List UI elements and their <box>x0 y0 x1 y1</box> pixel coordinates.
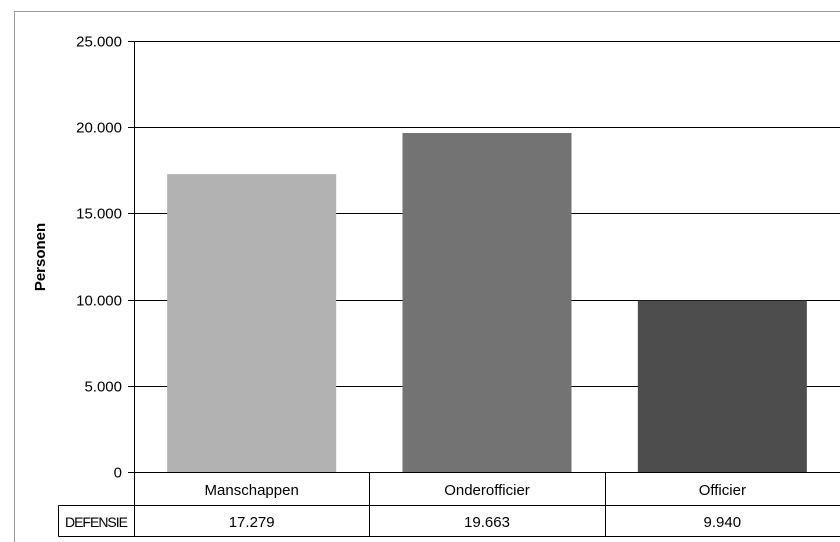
plot-area <box>134 41 840 473</box>
y-tick-label: 15.000 <box>76 206 122 223</box>
category-label: Officier <box>699 482 746 499</box>
y-tick-label: 5.000 <box>84 379 122 396</box>
y-tick-label: 10.000 <box>76 293 122 310</box>
value-label: 9.940 <box>704 514 742 531</box>
bars <box>167 133 807 472</box>
series-label: DEFENSIE <box>65 514 128 530</box>
category-label: Onderofficier <box>444 482 530 499</box>
data-table: Manschappen 17.279 Onderofficier 19.663 Offi… <box>58 472 840 537</box>
y-tick-label: 25.000 <box>76 34 122 51</box>
chart-area-border <box>14 11 840 542</box>
y-tick-label: 0 <box>114 465 122 482</box>
y-tick-label: 20.000 <box>76 120 122 137</box>
value-label: 19.663 <box>464 514 510 531</box>
value-label: 17.279 <box>229 514 275 531</box>
bar <box>637 300 807 472</box>
y-axis-ticks: 0 5.000 10.000 15.000 20.000 25.000 <box>76 34 134 482</box>
y-axis-label: Personen <box>32 223 49 291</box>
bar <box>402 133 572 472</box>
category-label: Manschappen <box>205 482 299 499</box>
bar <box>167 174 337 472</box>
